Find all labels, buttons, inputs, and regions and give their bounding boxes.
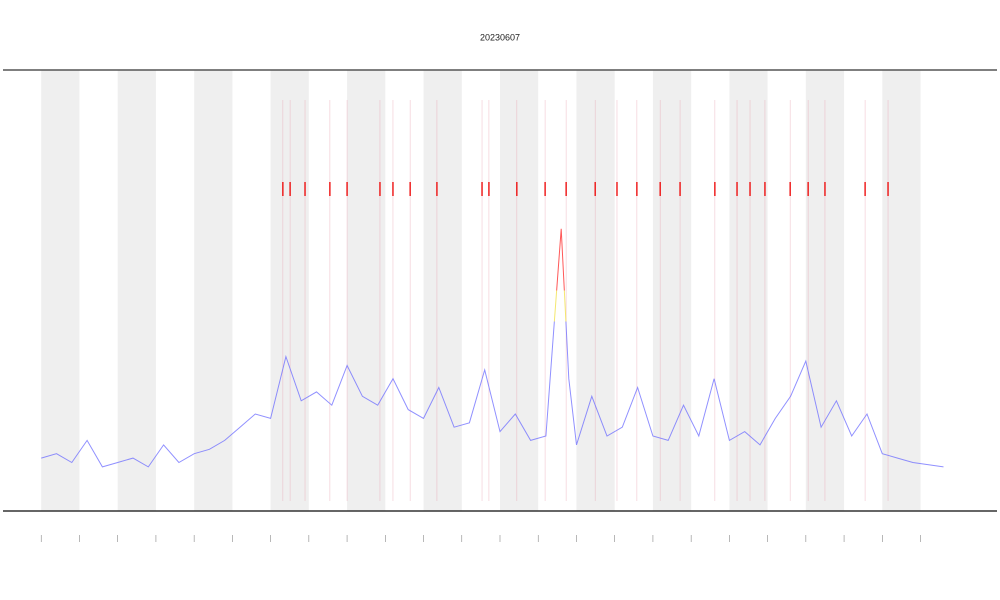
event-marker bbox=[282, 182, 284, 196]
event-marker bbox=[565, 182, 567, 196]
event-marker bbox=[409, 182, 411, 196]
event-marker bbox=[714, 182, 716, 196]
shaded-band bbox=[270, 70, 309, 511]
event-marker bbox=[346, 182, 348, 196]
signal-line bbox=[41, 228, 944, 468]
event-marker bbox=[764, 182, 766, 196]
shaded-band bbox=[882, 70, 921, 511]
event-marker bbox=[636, 182, 638, 196]
event-marker bbox=[616, 182, 618, 196]
event-marker bbox=[289, 182, 291, 196]
shaded-band bbox=[729, 70, 768, 511]
event-marker bbox=[594, 182, 596, 196]
shaded-band bbox=[347, 70, 386, 511]
event-marker bbox=[392, 182, 394, 196]
event-marker bbox=[488, 182, 490, 196]
event-marker bbox=[736, 182, 738, 196]
event-marker bbox=[824, 182, 826, 196]
bands bbox=[41, 70, 921, 511]
event-marker bbox=[436, 182, 438, 196]
event-marker bbox=[379, 182, 381, 196]
shaded-band bbox=[500, 70, 539, 511]
event-marker bbox=[864, 182, 866, 196]
event-marker bbox=[544, 182, 546, 196]
shaded-band bbox=[576, 70, 615, 511]
event-marker bbox=[659, 182, 661, 196]
chart-title: 20230607 bbox=[480, 32, 520, 42]
shaded-band bbox=[41, 70, 80, 511]
event-marker bbox=[304, 182, 306, 196]
event-marker bbox=[481, 182, 483, 196]
shaded-band bbox=[194, 70, 233, 511]
shaded-band bbox=[117, 70, 156, 511]
event-marker bbox=[749, 182, 751, 196]
shaded-band bbox=[652, 70, 692, 511]
event-marker bbox=[807, 182, 809, 196]
event-marker bbox=[516, 182, 518, 196]
event-marker bbox=[329, 182, 331, 196]
event-marker bbox=[679, 182, 681, 196]
event-marker bbox=[789, 182, 791, 196]
event-marker bbox=[887, 182, 889, 196]
shaded-band bbox=[423, 70, 462, 511]
